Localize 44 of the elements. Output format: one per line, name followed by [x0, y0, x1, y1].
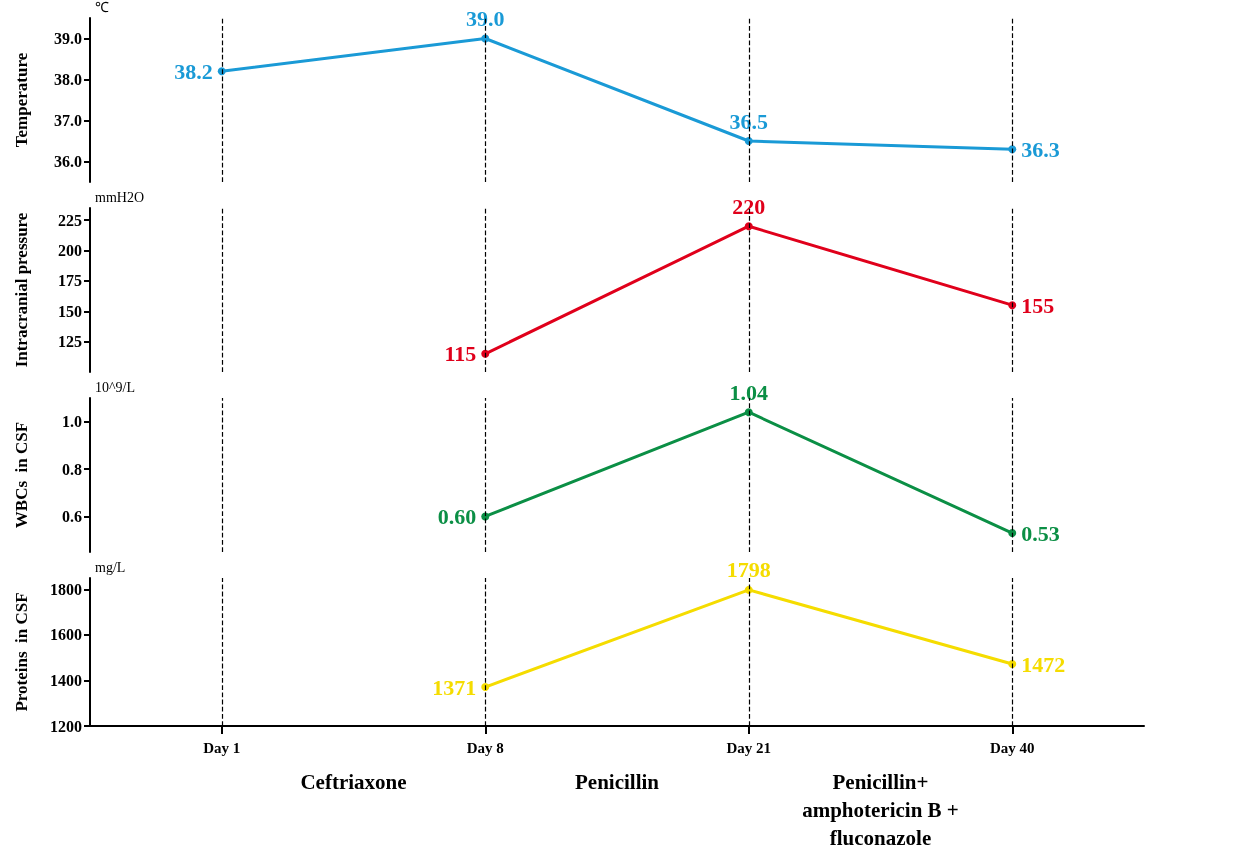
data-label: 1472 [1021, 651, 1066, 677]
data-label: 1798 [726, 557, 771, 583]
y-axis-title: Proteins in CSF [12, 592, 31, 712]
y-tick-label: 0.6 [62, 507, 82, 525]
data-label: 1.04 [729, 379, 768, 405]
text: mg/L [95, 559, 126, 575]
data-label: 220 [732, 193, 766, 219]
y-tick-label: 0.8 [62, 460, 82, 478]
text: ℃ [95, 0, 109, 15]
x-tick-label: Day 21 [726, 739, 772, 756]
x-tick-label: Day 1 [203, 739, 241, 756]
data-label: 36.5 [729, 108, 768, 134]
text: Penicillin+ amphotericin B + fluconazole [802, 770, 959, 850]
data-label: 0.53 [1021, 520, 1060, 546]
y-axis-title: WBCs in CSF [12, 421, 31, 529]
text: Penicillin [575, 770, 660, 794]
y-tick-label: 37.0 [54, 112, 82, 129]
data-label: 1371 [432, 674, 477, 700]
y-tick-label: 39.0 [54, 30, 82, 47]
data-label: 115 [444, 341, 477, 367]
x-tick-label: Day 40 [989, 739, 1035, 756]
text: mmH2O [95, 189, 144, 205]
y-tick-label: 1400 [50, 671, 82, 689]
y-axis-title: Intracranial pressure [12, 212, 31, 368]
data-label: 38.2 [174, 58, 213, 84]
y-tick-label: 150 [58, 302, 82, 320]
text: Ceftriaxone [300, 770, 407, 794]
data-label: 155 [1021, 292, 1055, 318]
y-tick-label: 36.0 [54, 153, 82, 170]
y-tick-label: 175 [58, 272, 82, 290]
y-tick-label: 1200 [50, 717, 82, 735]
y-tick-label: 1800 [50, 580, 82, 598]
data-label: 39.0 [466, 6, 505, 31]
x-tick-label: Day 8 [466, 739, 504, 756]
y-axis-title: Temperature [12, 52, 31, 148]
data-label: 36.3 [1021, 136, 1060, 162]
y-tick-label: 38.0 [54, 71, 82, 88]
y-tick-label: 225 [58, 211, 82, 229]
y-tick-label: 1600 [50, 626, 82, 644]
y-tick-label: 125 [58, 333, 82, 351]
text: 10^9/L [95, 379, 136, 395]
y-tick-label: 200 [58, 242, 82, 260]
data-label: 0.60 [437, 503, 477, 529]
y-tick-label: 1.0 [62, 413, 82, 431]
